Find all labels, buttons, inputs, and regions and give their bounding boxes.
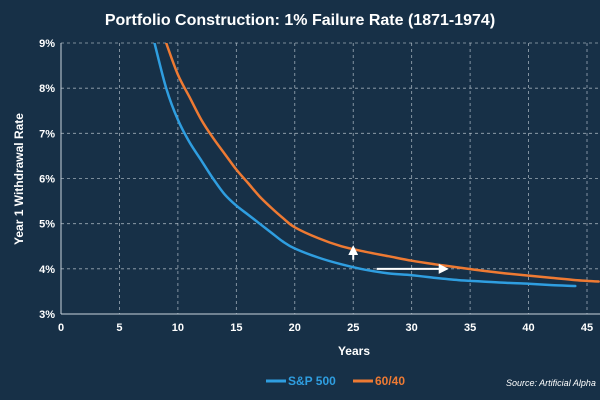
legend: S&P 500 60/40: [266, 374, 405, 388]
source-note: Source: Artificial Alpha: [506, 378, 596, 388]
y-tick-label: 7%: [39, 128, 55, 140]
x-tick-label: 15: [230, 322, 242, 334]
series-line-60-40: [164, 43, 600, 283]
annotation-layer: [348, 245, 449, 274]
x-tick-label: 35: [464, 322, 476, 334]
series-layer: [153, 43, 600, 288]
y-tick-label: 4%: [39, 264, 55, 276]
y-tick-label: 9%: [39, 38, 55, 50]
legend-item-sp500-label: S&P 500: [288, 374, 336, 388]
y-axis-title: Year 1 Withdrawal Rate: [12, 113, 26, 245]
y-axis: 3% 4% 5% 6% 7% 8% 9%: [39, 38, 55, 321]
x-axis: 0 5 10 15 20 25 30 35 40 45: [58, 322, 593, 334]
chart-title: Portfolio Construction: 1% Failure Rate …: [105, 12, 495, 29]
series-line-sp500: [153, 43, 577, 288]
x-tick-label: 10: [172, 322, 184, 334]
x-tick-label: 20: [289, 322, 301, 334]
y-tick-label: 5%: [39, 219, 55, 231]
grid: [60, 42, 600, 315]
y-tick-label: 6%: [39, 174, 55, 186]
x-tick-label: 30: [406, 322, 418, 334]
x-tick-label: 45: [581, 322, 593, 334]
y-tick-label: 8%: [39, 83, 55, 95]
x-tick-label: 25: [347, 322, 359, 334]
x-tick-label: 5: [116, 322, 122, 334]
x-axis-title: Years: [338, 344, 370, 358]
x-tick-label: 0: [58, 322, 64, 334]
x-tick-label: 40: [522, 322, 534, 334]
legend-item-60-40-label: 60/40: [375, 374, 405, 388]
y-tick-label: 3%: [39, 309, 55, 321]
